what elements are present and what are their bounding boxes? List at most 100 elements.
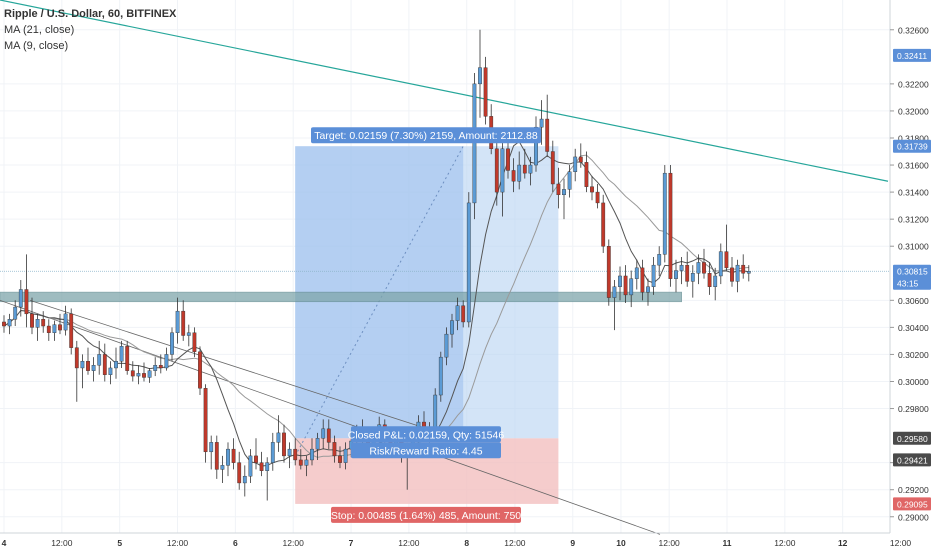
candle-body	[685, 264, 690, 282]
candle-body	[550, 151, 555, 185]
candle-body	[539, 118, 544, 128]
candle-body	[528, 164, 533, 174]
stop-label: Stop: 0.00485 (1.64%) 485, Amount: 750	[331, 506, 521, 523]
candle-body	[203, 388, 208, 453]
price-tick-label: 0.30000	[898, 377, 929, 387]
price-tick-label: 0.30400	[898, 323, 929, 333]
candle-body	[170, 332, 174, 355]
closed-pnl-label: Closed P&L: 0.02159, Qty: 51546	[348, 426, 504, 443]
candle-body	[690, 273, 695, 282]
candle-body	[86, 360, 90, 371]
price-badge-label: 0.32411	[897, 51, 927, 61]
time-tick-label: 12:00	[774, 538, 796, 548]
risk-reward-label-text: Risk/Reward Ratio: 4.45	[369, 445, 482, 457]
time-tick-label: 7	[349, 538, 354, 548]
candle-body	[741, 264, 746, 274]
time-tick-label: 12	[838, 538, 848, 548]
candle-body	[52, 324, 57, 333]
price-tick-label: 0.29800	[898, 404, 929, 414]
candle-body	[108, 367, 113, 375]
candle-body	[433, 394, 438, 428]
time-tick-label: 6	[233, 538, 238, 548]
candle-body	[270, 442, 275, 463]
candle-body	[259, 462, 264, 471]
price-badge-label: 0.30815	[897, 267, 928, 277]
candle-body	[58, 324, 62, 331]
descending-trendline	[0, 0, 889, 182]
candle-body	[534, 126, 538, 166]
candle-body	[276, 432, 281, 443]
candle-body	[494, 148, 499, 193]
stop-label-text: Stop: 0.00485 (1.64%) 485, Amount: 750	[331, 510, 521, 522]
time-tick-label: 8	[464, 538, 469, 548]
price-badge-bg	[893, 276, 931, 290]
candle-body	[136, 373, 141, 377]
candle-body	[298, 459, 303, 466]
candle-body	[338, 455, 342, 463]
candle-body	[13, 306, 18, 320]
candle-body	[707, 273, 712, 287]
candle-body	[590, 186, 594, 193]
candle-body	[209, 442, 214, 453]
candle-body	[326, 428, 331, 443]
price-badge-label: 0.29095	[897, 499, 928, 509]
price-tick-label: 0.29000	[898, 512, 929, 522]
candle-body	[702, 262, 706, 274]
candle-body	[293, 448, 298, 461]
candle-body	[2, 321, 6, 327]
candle-body	[674, 270, 678, 279]
candle-body	[679, 264, 684, 271]
price-tick-label: 0.30200	[898, 350, 929, 360]
candle-body	[634, 267, 639, 279]
candle-body	[640, 267, 645, 293]
candle-body	[147, 370, 152, 378]
candle-body	[198, 351, 202, 389]
candle-body	[567, 171, 572, 190]
candle-body	[231, 448, 236, 463]
candle-body	[80, 360, 85, 369]
candle-body	[142, 373, 146, 378]
candle-body	[30, 313, 34, 328]
candle-body	[724, 251, 729, 269]
candle-body	[214, 442, 219, 470]
price-tick-label: 0.30600	[898, 296, 929, 306]
price-badge-bg	[893, 264, 931, 278]
price-badge-label: 0.31739	[897, 142, 928, 152]
price-badge-bg	[893, 431, 931, 445]
candle-body	[584, 162, 589, 187]
candle-body	[595, 191, 600, 204]
candle-body	[343, 448, 348, 463]
closed-pnl-label-bg	[351, 426, 501, 443]
price-tick-label: 0.32600	[898, 25, 929, 35]
risk-reward-label: Risk/Reward Ratio: 4.45	[351, 442, 501, 459]
candle-body	[500, 148, 505, 193]
price-tick-label: 0.31400	[898, 188, 929, 198]
candle-body	[153, 365, 158, 371]
candle-body	[696, 262, 701, 274]
candle-body	[478, 67, 482, 85]
candle-body	[646, 286, 650, 293]
chart-legend: Ripple / U.S. Dollar, 60, BITFINEX MA (2…	[4, 6, 176, 54]
candle-body	[332, 442, 337, 457]
time-tick-label: 12:00	[398, 538, 420, 548]
price-tick-label: 0.31200	[898, 215, 929, 225]
candle-body	[304, 459, 309, 466]
candle-body	[220, 465, 225, 470]
candle-body	[483, 67, 488, 117]
stop-label-bg	[331, 506, 521, 523]
price-tick-label: 0.32200	[898, 79, 929, 89]
candle-body	[130, 370, 135, 377]
candle-body	[718, 251, 723, 277]
target-label-bg	[311, 127, 541, 144]
candle-body	[175, 310, 180, 333]
candle-body	[578, 156, 583, 163]
time-tick-label: 12:00	[890, 538, 912, 548]
candle-body	[254, 455, 258, 463]
time-tick-label: 12:00	[167, 538, 189, 548]
candle-body	[7, 319, 12, 327]
candle-body	[69, 313, 74, 348]
candle-body	[612, 286, 617, 298]
candle-body	[282, 432, 286, 457]
